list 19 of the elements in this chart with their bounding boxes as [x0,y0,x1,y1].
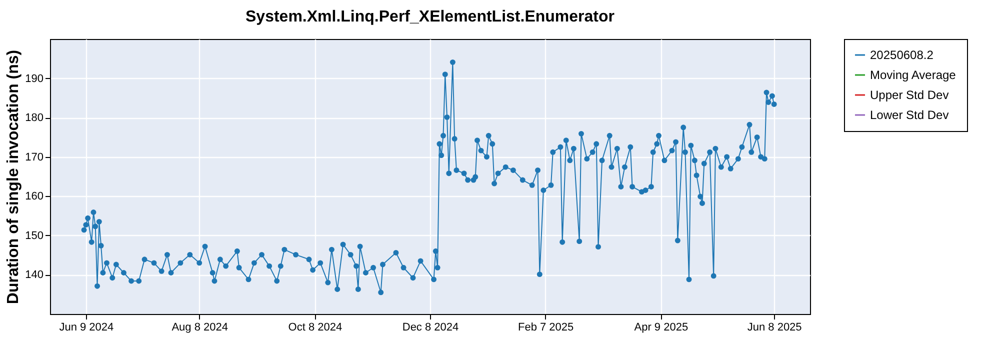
x-tick-label: Apr 9 2025 [634,322,688,334]
legend-label: Lower Std Dev [870,108,949,122]
x-tick-label: Dec 8 2024 [402,322,459,334]
y-axis-title: Duration of single invocation (ns) [5,50,22,304]
x-tick-label: Oct 8 2024 [288,322,342,334]
y-tick-label: 160 [25,190,44,203]
x-tick-label: Jun 8 2025 [747,322,802,334]
chart-title: System.Xml.Linq.Perf_XElementList.Enumerator [246,8,614,26]
x-tick-label: Aug 8 2024 [172,322,228,334]
legend-label: Upper Std Dev [870,88,949,102]
y-tick-label: 180 [25,112,44,124]
x-tick-label: Feb 7 2025 [518,322,574,334]
legend-label: 20250608.2 [870,48,934,62]
y-tick-label: 170 [25,151,44,164]
y-tick-label: 190 [25,72,44,85]
x-tick-label: Jun 9 2024 [59,322,114,334]
legend-label: Moving Average [870,68,956,82]
y-tick-label: 150 [25,230,44,242]
y-tick-label: 140 [25,269,44,282]
